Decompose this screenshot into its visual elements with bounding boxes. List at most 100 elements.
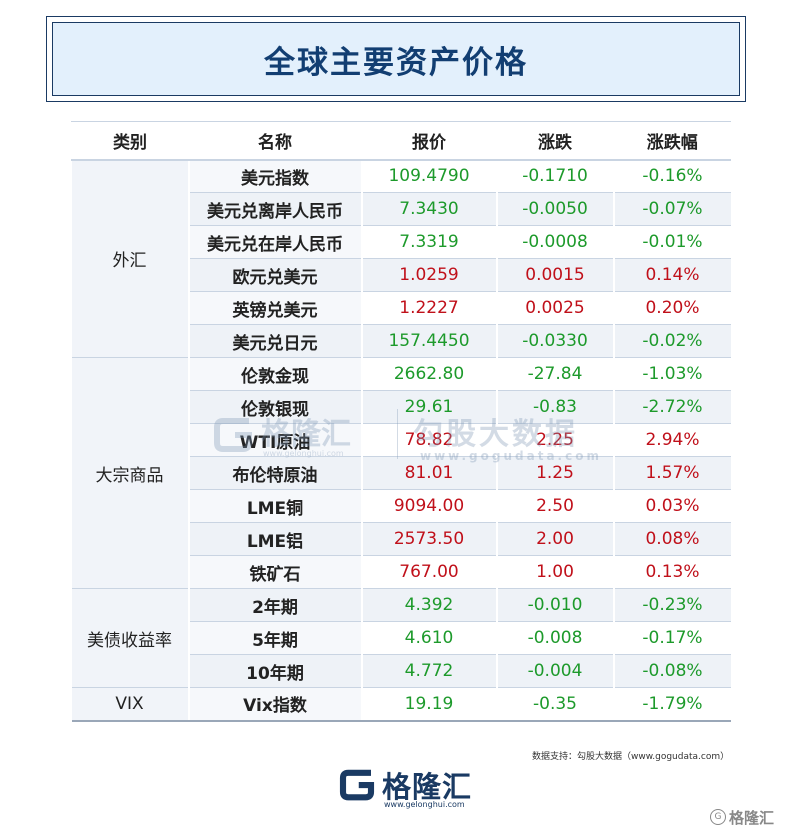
footer-logo: 格隆汇 www.gelonghui.com	[336, 762, 476, 812]
category-cell: VIX	[71, 687, 189, 722]
table-row: 欧元兑美元 1.0259 0.0015 0.14%	[72, 258, 731, 292]
table-row: 布伦特原油 81.01 1.25 1.57%	[72, 456, 731, 490]
change-pct-cell: 1.57%	[612, 456, 731, 490]
price-cell: 157.4450	[360, 324, 497, 358]
change-cell: 0.0015	[495, 258, 614, 292]
header-name: 名称	[188, 121, 362, 161]
asset-name-cell: 美元指数	[187, 159, 362, 193]
footer-logo-url: www.gelonghui.com	[384, 800, 465, 809]
change-cell: -0.35	[495, 687, 614, 722]
title-banner: 全球主要资产价格	[52, 22, 740, 96]
asset-name-cell: LME铝	[187, 522, 362, 556]
asset-name-cell: WTI原油	[187, 423, 362, 457]
asset-name-cell: 美元兑离岸人民币	[187, 192, 362, 226]
change-pct-cell: -1.79%	[612, 687, 731, 722]
table-row: LME铜 9094.00 2.50 0.03%	[72, 489, 731, 523]
table-row: VIX Vix指数 19.19 -0.35 -1.79%	[71, 687, 731, 722]
price-cell: 4.610	[360, 621, 497, 655]
price-cell: 2573.50	[360, 522, 497, 556]
price-cell: 9094.00	[360, 489, 497, 523]
asset-name-cell: 5年期	[187, 621, 362, 655]
price-cell: 4.392	[360, 588, 497, 622]
price-cell: 78.82	[360, 423, 497, 457]
change-cell: -0.83	[495, 390, 614, 424]
change-cell: 2.25	[495, 423, 614, 457]
table-row: 外汇 美元指数 109.4790 -0.1710 -0.16%	[71, 159, 731, 358]
change-pct-cell: 2.94%	[612, 423, 731, 457]
corner-watermark: G 格隆汇	[710, 806, 775, 828]
price-cell: 19.19	[360, 687, 497, 722]
corner-watermark-text: 格隆汇	[729, 808, 775, 827]
category-cell: 外汇	[71, 159, 189, 358]
table-row: 美元兑离岸人民币 7.3430 -0.0050 -0.07%	[72, 192, 731, 226]
table-row: 美元兑日元 157.4450 -0.0330 -0.02%	[72, 324, 731, 358]
change-cell: 2.50	[495, 489, 614, 523]
asset-price-table: 类别 名称 报价 涨跌 涨跌幅 外汇 美元指数 109.4790 -0.1710 -0.…	[71, 121, 731, 722]
header-price: 报价	[361, 121, 497, 161]
change-cell: 2.00	[495, 522, 614, 556]
change-cell: 0.0025	[495, 291, 614, 325]
change-pct-cell: -1.03%	[612, 357, 731, 391]
change-pct-cell: 0.13%	[612, 555, 731, 589]
change-cell: 1.25	[495, 456, 614, 490]
price-cell: 1.2227	[360, 291, 497, 325]
header-change: 涨跌	[496, 121, 614, 161]
table-row: 伦敦银现 29.61 -0.83 -2.72%	[72, 390, 731, 424]
asset-name-cell: 英镑兑美元	[187, 291, 362, 325]
table-body: 外汇 美元指数 109.4790 -0.1710 -0.16% 美元兑离岸人民币 7.343…	[71, 159, 731, 722]
category-cell: 大宗商品	[71, 357, 189, 589]
change-pct-cell: 0.14%	[612, 258, 731, 292]
price-cell: 4.772	[360, 654, 497, 688]
price-cell: 767.00	[360, 555, 497, 589]
asset-name-cell: 布伦特原油	[187, 456, 362, 490]
asset-name-cell: 美元兑日元	[187, 324, 362, 358]
asset-name-cell: 10年期	[187, 654, 362, 688]
change-cell: -0.0330	[495, 324, 614, 358]
change-cell: -27.84	[495, 357, 614, 391]
change-cell: -0.0008	[495, 225, 614, 259]
table-row: 美元兑在岸人民币 7.3319 -0.0008 -0.01%	[72, 225, 731, 259]
price-cell: 7.3430	[360, 192, 497, 226]
change-cell: -0.010	[495, 588, 614, 622]
change-pct-cell: -0.23%	[612, 588, 731, 622]
price-cell: 81.01	[360, 456, 497, 490]
change-pct-cell: 0.03%	[612, 489, 731, 523]
footer-logo-icon	[339, 769, 375, 801]
page-title: 全球主要资产价格	[264, 44, 528, 81]
table-header-row: 类别 名称 报价 涨跌 涨跌幅	[71, 121, 731, 161]
change-pct-cell: -0.07%	[612, 192, 731, 226]
change-pct-cell: -2.72%	[612, 390, 731, 424]
table-row: 铁矿石 767.00 1.00 0.13%	[72, 555, 731, 589]
table-row: 10年期 4.772 -0.004 -0.08%	[72, 654, 731, 688]
table-row: 5年期 4.610 -0.008 -0.17%	[72, 621, 731, 655]
change-cell: 1.00	[495, 555, 614, 589]
header-change-pct: 涨跌幅	[613, 121, 731, 161]
change-pct-cell: 0.08%	[612, 522, 731, 556]
change-pct-cell: -0.16%	[612, 159, 731, 193]
table-row: LME铝 2573.50 2.00 0.08%	[72, 522, 731, 556]
asset-name-cell: 伦敦银现	[187, 390, 362, 424]
change-pct-cell: 0.20%	[612, 291, 731, 325]
table-row: WTI原油 78.82 2.25 2.94%	[72, 423, 731, 457]
change-pct-cell: -0.02%	[612, 324, 731, 358]
table-row: 英镑兑美元 1.2227 0.0025 0.20%	[72, 291, 731, 325]
price-cell: 2662.80	[360, 357, 497, 391]
asset-name-cell: 铁矿石	[187, 555, 362, 589]
change-cell: -0.0050	[495, 192, 614, 226]
gelonghui-circle-icon: G	[710, 809, 726, 825]
table-row: 美债收益率 2年期 4.392 -0.010 -0.23%	[71, 588, 731, 688]
price-cell: 1.0259	[360, 258, 497, 292]
asset-name-cell: Vix指数	[187, 687, 362, 722]
asset-name-cell: 2年期	[187, 588, 362, 622]
change-cell: -0.1710	[495, 159, 614, 193]
price-cell: 7.3319	[360, 225, 497, 259]
table-row: 大宗商品 伦敦金现 2662.80 -27.84 -1.03%	[71, 357, 731, 589]
footer-logo-text: 格隆汇	[382, 770, 473, 804]
asset-name-cell: 美元兑在岸人民币	[187, 225, 362, 259]
price-cell: 29.61	[360, 390, 497, 424]
change-pct-cell: -0.08%	[612, 654, 731, 688]
change-pct-cell: -0.01%	[612, 225, 731, 259]
change-cell: -0.004	[495, 654, 614, 688]
change-cell: -0.008	[495, 621, 614, 655]
header-category: 类别	[71, 121, 189, 161]
